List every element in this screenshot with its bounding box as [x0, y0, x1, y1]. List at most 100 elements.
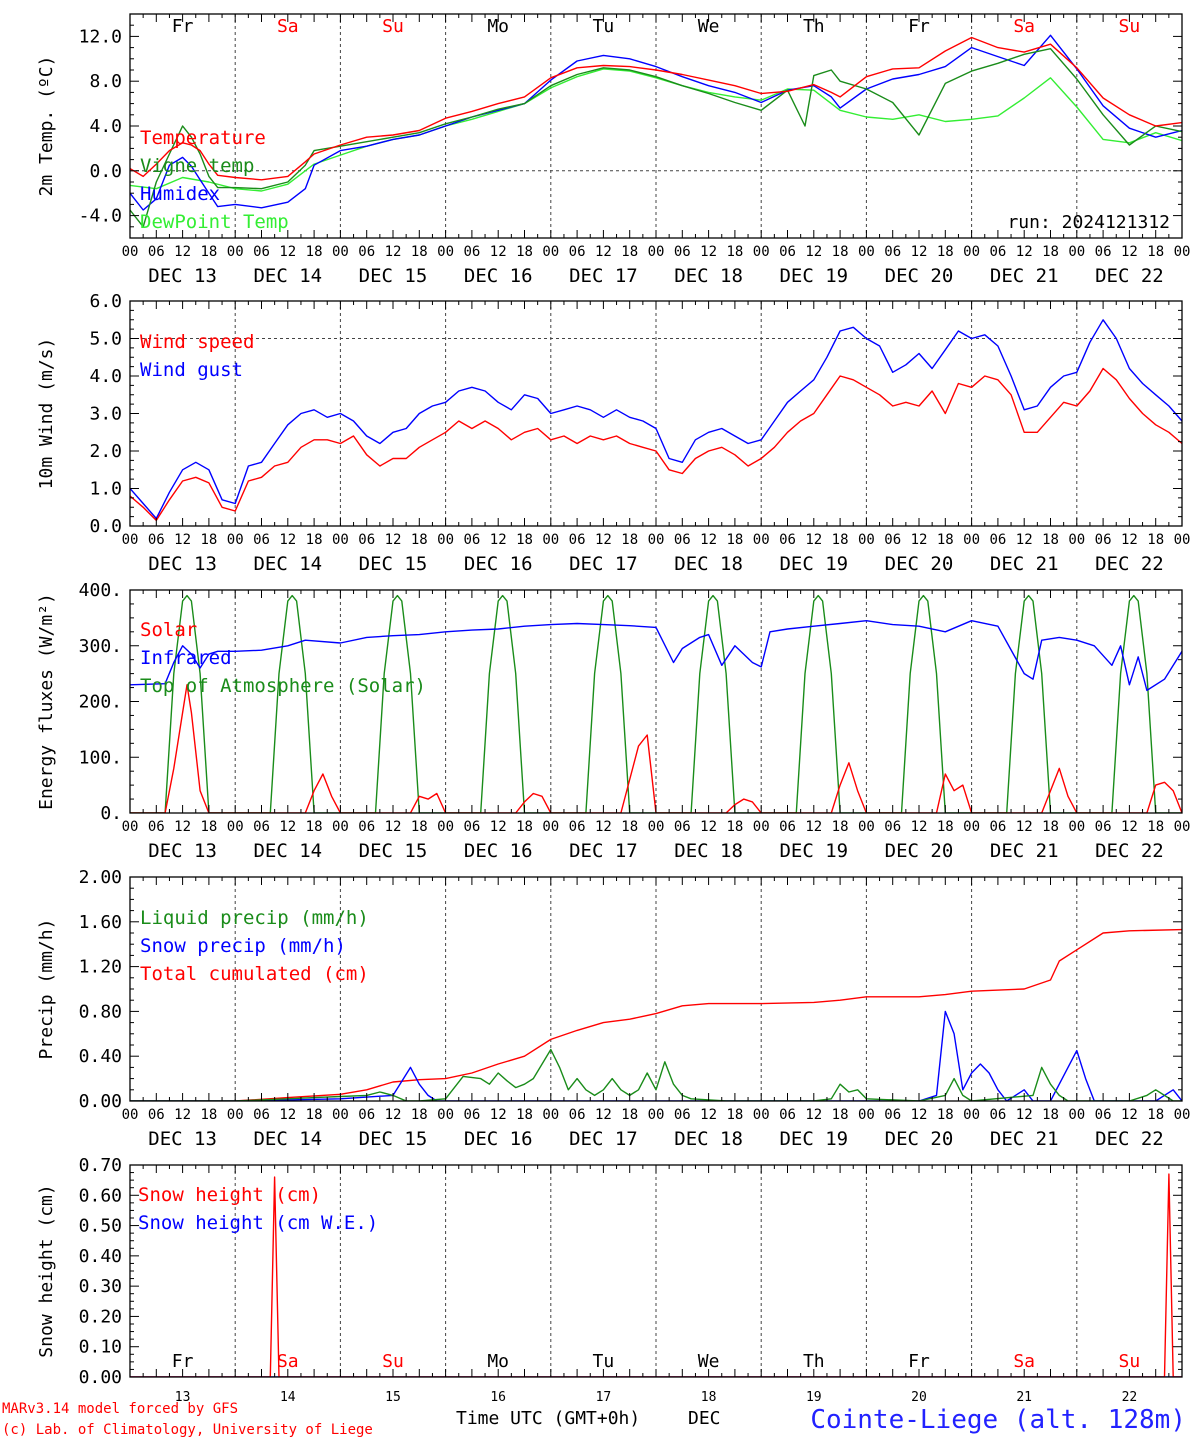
x-tick-label: 12	[385, 244, 402, 260]
weekday-label: We	[698, 16, 720, 37]
x-tick-label: 00	[122, 1107, 139, 1123]
x-tick-label: 00	[648, 532, 665, 548]
x-tick-label: 00	[648, 244, 665, 260]
x-tick-label: 00	[542, 532, 559, 548]
series-line	[130, 1173, 1182, 1377]
x-tick-label: 00	[1174, 532, 1191, 548]
x-tick-label: 00	[753, 819, 770, 835]
x-tick-label: 12	[805, 244, 822, 260]
x-tick-label: 00	[227, 244, 244, 260]
x-tick-label: 00	[963, 244, 980, 260]
y-tick-label: 1.60	[79, 912, 122, 933]
day-label: DEC 21	[990, 265, 1059, 287]
x-tick-label: 18	[937, 1107, 954, 1123]
day-number: 19	[806, 1390, 822, 1405]
x-tick-label: 12	[700, 1107, 717, 1123]
x-tick-label: 18	[1042, 244, 1059, 260]
x-tick-label: 18	[516, 819, 533, 835]
x-tick-label: 12	[490, 1107, 507, 1123]
y-tick-label: 0.30	[79, 1276, 122, 1297]
x-tick-label: 06	[253, 819, 270, 835]
x-tick-label: 00	[122, 532, 139, 548]
x-tick-label: 00	[1174, 244, 1191, 260]
panel-2: 0.0 1.0 2.0 3.0 4.0 5.0 6.0 10m Wind (m/s) Wind …	[36, 291, 1190, 575]
legend-entry: Vigne temp	[140, 155, 254, 177]
day-number: 16	[490, 1390, 506, 1405]
x-tick-label: 06	[358, 1107, 375, 1123]
x-tick-label: 06	[674, 532, 691, 548]
day-label: DEC 18	[674, 840, 743, 862]
x-tick-label: 00	[227, 819, 244, 835]
x-tick-label: 18	[1042, 1107, 1059, 1123]
weekday-label: Sa	[1013, 1351, 1035, 1372]
x-tick-label: 00	[963, 819, 980, 835]
x-tick-label: 18	[200, 532, 217, 548]
day-number: 21	[1016, 1390, 1032, 1405]
x-tick-label: 18	[621, 819, 638, 835]
x-tick-label: 18	[200, 244, 217, 260]
x-tick-label: 06	[358, 819, 375, 835]
day-label: DEC 19	[779, 840, 848, 862]
x-tick-label: 18	[937, 532, 954, 548]
x-tick-label: 12	[1121, 819, 1138, 835]
x-tick-label: 12	[805, 1107, 822, 1123]
day-label: DEC 22	[1095, 1128, 1164, 1150]
panel-5: 0.00 0.10 0.20 0.30 0.40 0.50 0.60 0.70 Snow hei…	[36, 1155, 1183, 1405]
y-axis-title: Energy fluxes (W/m²)	[36, 593, 57, 810]
x-tick-label: 18	[516, 1107, 533, 1123]
x-tick-label: 06	[674, 819, 691, 835]
legend-entry: Humidex	[140, 183, 220, 205]
weekday-label: Tu	[593, 1351, 615, 1372]
day-label: DEC 17	[569, 1128, 638, 1150]
x-tick-label: 00	[332, 532, 349, 548]
day-label: DEC 14	[253, 553, 322, 575]
x-tick-label: 06	[674, 244, 691, 260]
x-tick-label: 12	[1016, 819, 1033, 835]
panel-4: 0.00 0.40 0.80 1.20 1.60 2.00 Precip (mm/h) Liq…	[36, 867, 1190, 1150]
y-tick-label: 2.0	[89, 441, 122, 462]
day-label: DEC 17	[569, 840, 638, 862]
y-tick-label: 0.70	[79, 1155, 122, 1176]
series-line	[130, 48, 1182, 228]
y-tick-label: 300.	[79, 636, 122, 657]
x-tick-label: 00	[1174, 819, 1191, 835]
weekday-label: Su	[1119, 1351, 1141, 1372]
series-line	[130, 594, 1182, 813]
footer-model-credit: MARv3.14 model forced by GFS	[2, 1401, 238, 1417]
x-tick-label: 06	[358, 244, 375, 260]
day-label: DEC 17	[569, 553, 638, 575]
panel-1: -4.0 0.0 4.0 8.0 12.0 2m Temp. (ºC) Temperatur…	[36, 13, 1191, 287]
x-tick-label: 12	[911, 244, 928, 260]
day-label: DEC 22	[1095, 840, 1164, 862]
weekday-label: Sa	[277, 1351, 299, 1372]
x-tick-label: 06	[148, 819, 165, 835]
day-label: DEC 15	[359, 840, 428, 862]
x-tick-label: 18	[832, 1107, 849, 1123]
x-tick-label: 00	[1068, 244, 1085, 260]
x-tick-label: 00	[122, 819, 139, 835]
x-tick-label: 00	[332, 244, 349, 260]
y-axis-title: 10m Wind (m/s)	[36, 338, 57, 490]
x-tick-label: 06	[569, 532, 586, 548]
x-tick-label: 00	[227, 1107, 244, 1123]
day-label: DEC 22	[1095, 265, 1164, 287]
y-tick-label: 100.	[79, 747, 122, 768]
day-label: DEC 21	[990, 1128, 1059, 1150]
y-tick-label: 0.40	[79, 1046, 122, 1067]
x-tick-label: 18	[411, 532, 428, 548]
x-tick-label: 12	[595, 244, 612, 260]
x-tick-label: 12	[490, 244, 507, 260]
day-number: 20	[911, 1390, 927, 1405]
day-label: DEC 18	[674, 1128, 743, 1150]
x-tick-label: 18	[937, 244, 954, 260]
y-tick-label: 0.10	[79, 1337, 122, 1358]
x-tick-label: 18	[1042, 819, 1059, 835]
legend-entry: Top of Atmosphere (Solar)	[140, 675, 426, 697]
x-tick-label: 00	[437, 819, 454, 835]
series-line	[130, 36, 1182, 181]
x-tick-label: 12	[174, 244, 191, 260]
x-tick-label: 18	[832, 819, 849, 835]
x-tick-label: 12	[911, 819, 928, 835]
legend-entry: Wind gust	[140, 359, 243, 381]
